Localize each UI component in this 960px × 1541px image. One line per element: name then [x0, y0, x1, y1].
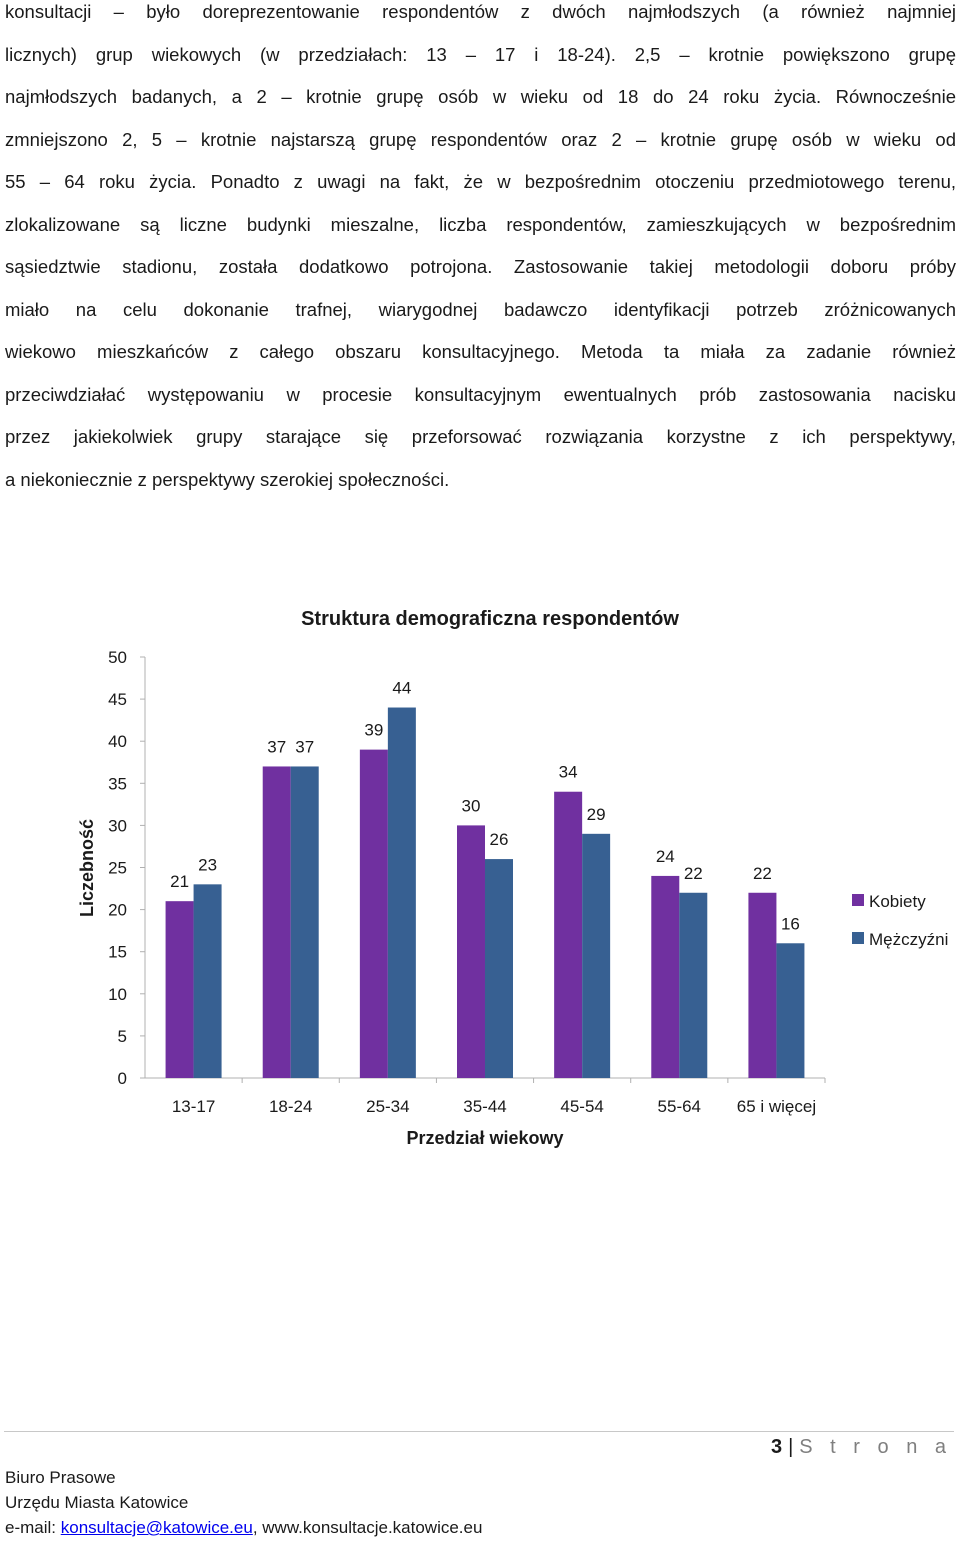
- y-tick-label: 10: [108, 985, 127, 1004]
- page-number-value: 3: [770, 1436, 783, 1458]
- bar-mezczyzni: [582, 833, 611, 1078]
- legend-swatch: [852, 932, 864, 944]
- x-tick-label: 35-44: [463, 1097, 506, 1116]
- bar-kobiety: [554, 791, 583, 1078]
- bar-mezczyzni: [679, 892, 708, 1078]
- data-label: 16: [781, 914, 800, 933]
- legend-label: Mężczyźni: [869, 930, 948, 949]
- page-number-separator: |: [788, 1436, 794, 1458]
- bar-mezczyzni: [387, 707, 416, 1078]
- page-word: S t r o n a: [799, 1436, 952, 1458]
- page-number: 3 | S t r o n a: [771, 1436, 952, 1459]
- paragraph-line: licznych) grup wiekowych (w przedziałach…: [5, 43, 956, 65]
- y-tick-label: 0: [118, 1069, 127, 1088]
- chart-legend: Kobiety Mężczyźni: [852, 892, 948, 949]
- data-label: 39: [364, 721, 383, 740]
- y-tick-label: 5: [118, 1027, 127, 1046]
- data-label: 22: [684, 864, 703, 883]
- x-tick-label: 65 i więcej: [737, 1097, 816, 1116]
- paragraph-line: konsultacji – było doreprezentowanie res…: [5, 1, 956, 22]
- footer-org-line-1: Biuro Prasowe: [5, 1468, 116, 1487]
- paragraph-line: a niekoniecznie z perspektywy szerokiej …: [5, 468, 450, 490]
- bar-mezczyzni: [485, 859, 513, 1078]
- footer-org-line-2: Urzędu Miasta Katowice: [5, 1493, 189, 1512]
- website-text: www.konsultacje.katowice.eu: [262, 1518, 483, 1537]
- paragraph-line: przeciwdziałać występowaniu w procesie k…: [5, 383, 956, 405]
- y-tick-label: 45: [108, 690, 127, 709]
- paragraph-line: przez jakiekolwiek grupy starające się p…: [5, 426, 956, 447]
- email-link[interactable]: konsultacje@katowice.eu: [60, 1518, 253, 1537]
- bar-kobiety: [165, 901, 194, 1078]
- chart-title: Struktura demograficzna respondentów: [301, 608, 679, 630]
- website-separator: ,: [252, 1518, 263, 1537]
- y-tick-label: 20: [108, 901, 127, 920]
- x-tick-label: 13-17: [172, 1097, 215, 1116]
- data-label: 37: [267, 737, 286, 756]
- footer-contact-line: e-mail: konsultacje@katowice.eu, www.kon…: [5, 1515, 482, 1540]
- x-axis-title: Przedział wiekowy: [406, 1128, 563, 1148]
- y-tick-label: 50: [108, 648, 127, 667]
- y-tick-label: 30: [108, 816, 127, 835]
- data-label: 21: [170, 872, 189, 891]
- paragraph-line: 55 – 64 roku życia. Ponadto z uwagi na f…: [5, 171, 956, 192]
- email-prefix: e-mail:: [5, 1518, 61, 1537]
- y-axis-title: Liczebność: [77, 819, 97, 917]
- x-tick-label: 45-54: [560, 1097, 603, 1116]
- bar-mezczyzni: [193, 884, 222, 1078]
- y-tick-label: 15: [108, 943, 127, 962]
- x-tick-label: 55-64: [658, 1097, 701, 1116]
- paragraph-line: zlokalizowane są liczne budynki mieszaln…: [5, 213, 956, 235]
- footer-contact: Biuro Prasowe Urzędu Miasta Katowice e-m…: [5, 1465, 482, 1540]
- legend-swatch: [852, 894, 864, 906]
- y-tick-label: 40: [108, 732, 127, 751]
- data-label: 30: [462, 796, 481, 815]
- data-label: 34: [559, 763, 578, 782]
- paragraph-line: najmłodszych badanych, a 2 – krotnie gru…: [5, 86, 956, 107]
- data-label: 22: [753, 864, 772, 883]
- bar-mezczyzni: [776, 943, 805, 1078]
- bar-kobiety: [748, 892, 777, 1078]
- paragraph-line: sąsiedztwie stadionu, została dodatkowo …: [5, 256, 956, 277]
- body-paragraph: konsultacji – było doreprezentowanie res…: [5, 0, 956, 510]
- data-label: 24: [656, 847, 675, 866]
- x-axis: 13-17 18-24 25-34 35-44 45-54 55-64 65 i więce…: [145, 1077, 826, 1116]
- data-label: 23: [198, 855, 217, 874]
- y-tick-label: 35: [108, 774, 127, 793]
- y-tick-label: 25: [108, 859, 127, 878]
- y-axis: 0 5 10 15 20 25 30 35 40 45 50: [108, 648, 146, 1088]
- paragraph-line: zmniejszono 2, 5 – krotnie najstarszą gr…: [5, 128, 956, 150]
- paragraph-line: miało na celu dokonanie trafnej, wiarygo…: [5, 298, 956, 320]
- demographic-bar-chart: Struktura demograficzna respondentów 0 5 1…: [77, 608, 948, 1148]
- legend-label: Kobiety: [869, 892, 926, 911]
- data-label: 44: [392, 679, 411, 698]
- bar-kobiety: [457, 825, 485, 1078]
- paragraph-line: wiekowo mieszkańców z całego obszaru kon…: [5, 341, 956, 362]
- x-tick-label: 18-24: [269, 1097, 312, 1116]
- bar-kobiety: [651, 875, 680, 1078]
- x-tick-label: 25-34: [366, 1097, 409, 1116]
- footer-divider: [4, 1431, 954, 1432]
- bar-mezczyzni: [290, 766, 319, 1078]
- data-label: 29: [587, 805, 606, 824]
- data-label: 26: [490, 830, 509, 849]
- bar-kobiety: [359, 749, 388, 1078]
- bar-series: [165, 707, 805, 1078]
- data-labels: 21 23 37 37 39 44 30 26 34 29 24 22 22 16: [170, 679, 800, 934]
- data-label: 37: [295, 737, 314, 756]
- bar-kobiety: [262, 766, 291, 1078]
